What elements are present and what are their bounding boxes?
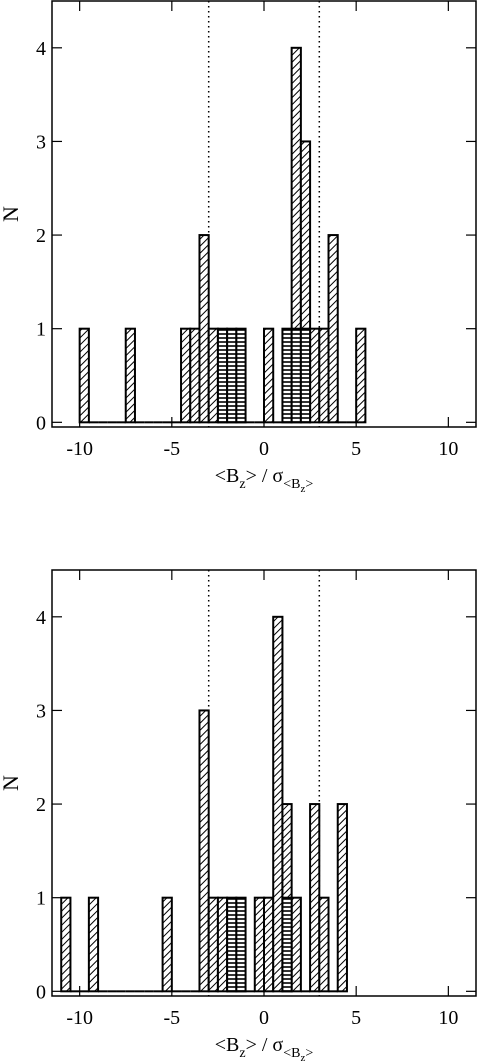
histogram-bar <box>318 896 330 993</box>
y-tick-label: 3 <box>36 700 46 722</box>
x-tick-label: 10 <box>438 438 458 460</box>
x-tick-label: -10 <box>66 438 93 460</box>
x-axis-label-part: z <box>300 483 305 495</box>
y-tick-label: 2 <box>36 225 46 247</box>
histogram-bar <box>253 896 265 993</box>
histogram-bar <box>290 327 302 424</box>
histogram-bar <box>87 896 100 993</box>
x-axis-label-part: <B <box>215 465 240 487</box>
y-tick-label: 4 <box>36 607 46 629</box>
histogram-bar <box>263 896 275 993</box>
x-axis-label: <Bz> / σ<Bz> <box>215 1034 314 1063</box>
histogram-bar <box>355 327 367 424</box>
x-axis-label-part: > <box>305 1046 313 1061</box>
x-axis-label-part: > <box>305 477 313 492</box>
histogram-bar <box>207 327 219 424</box>
y-tick-label: 3 <box>36 131 46 153</box>
x-axis-label-part: z <box>300 1052 305 1063</box>
histogram-bar <box>161 896 173 993</box>
histogram-bar <box>290 896 302 993</box>
x-axis-label-part: > / σ <box>246 1034 284 1056</box>
histogram-bar <box>226 327 238 424</box>
x-axis-label-part: > / σ <box>246 465 284 487</box>
x-tick-label: 0 <box>259 1007 269 1029</box>
x-tick-label: -5 <box>163 438 180 460</box>
y-tick-label: 0 <box>36 981 46 1003</box>
histogram-bar <box>281 896 293 993</box>
x-axis-label-part: <B <box>283 477 300 492</box>
y-tick-label: 1 <box>36 888 46 910</box>
histogram-bar <box>189 327 201 424</box>
histogram-bar <box>272 615 284 993</box>
y-axis-label: N <box>0 775 23 791</box>
y-tick-label: 1 <box>36 319 46 341</box>
x-axis-label-part: <B <box>215 1034 240 1056</box>
histogram-bar <box>327 234 339 424</box>
histogram-bar <box>309 803 321 993</box>
x-axis-label: <Bz> / σ<Bz> <box>215 465 314 495</box>
histogram-bar <box>235 327 247 424</box>
x-axis-label-part: z <box>239 1046 245 1061</box>
x-axis-label-part: z <box>239 477 245 492</box>
histogram-bar <box>198 234 210 424</box>
histogram-bar <box>318 327 330 424</box>
y-axis-label: N <box>0 206 23 222</box>
x-tick-label: 5 <box>351 1007 361 1029</box>
histogram-bar <box>309 327 321 424</box>
histogram-bar <box>216 327 229 424</box>
x-axis-label-part: <B <box>283 1046 300 1061</box>
histogram-bar <box>226 896 238 993</box>
histogram-bar <box>124 327 136 424</box>
histogram-bar <box>180 327 192 424</box>
histogram-bar <box>235 896 247 993</box>
x-tick-label: 10 <box>438 1007 458 1029</box>
histogram-bar <box>78 327 90 424</box>
histogram-bar <box>198 709 210 993</box>
histogram-bar <box>281 327 293 424</box>
histogram-bar <box>207 896 219 993</box>
histogram-bar <box>216 896 229 993</box>
x-tick-label: 0 <box>259 438 269 460</box>
y-tick-label: 2 <box>36 794 46 816</box>
y-tick-label: 4 <box>36 38 46 60</box>
histogram-bar <box>263 327 275 424</box>
x-tick-label: 5 <box>351 438 361 460</box>
x-tick-label: -5 <box>163 1007 180 1029</box>
x-tick-label: -10 <box>66 1007 93 1029</box>
histogram-bar <box>299 327 312 424</box>
y-tick-label: 0 <box>36 412 46 434</box>
histogram-bar <box>336 803 348 993</box>
histogram-bar <box>60 896 72 993</box>
